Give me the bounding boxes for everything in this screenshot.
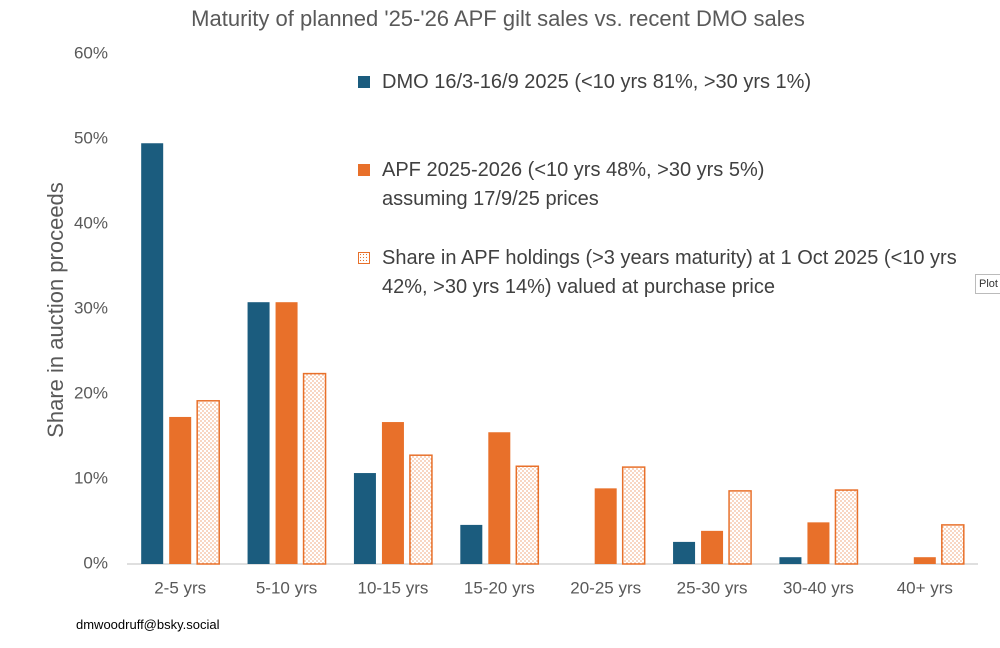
legend-entry: DMO 16/3-16/9 2025 (<10 yrs 81%, >30 yrs… <box>358 68 918 97</box>
x-tick-label: 20-25 yrs <box>570 578 641 597</box>
y-tick-label: 30% <box>74 298 108 317</box>
bar <box>169 416 192 564</box>
legend-swatch <box>358 252 370 264</box>
bar <box>247 302 270 564</box>
bar <box>779 557 802 564</box>
tooltip: Plot <box>975 274 1000 294</box>
x-tick-label: 10-15 yrs <box>358 578 429 597</box>
y-tick-label: 50% <box>74 128 108 147</box>
footer: dmwoodruff@bsky.social <box>76 617 220 632</box>
bar <box>302 372 327 565</box>
bar <box>381 422 404 564</box>
x-tick-label: 40+ yrs <box>897 578 953 597</box>
bar <box>594 488 617 564</box>
x-tick-label: 2-5 yrs <box>154 578 206 597</box>
x-tick-label: 15-20 yrs <box>464 578 535 597</box>
legend-label: DMO 16/3-16/9 2025 (<10 yrs 81%, >30 yrs… <box>382 71 812 93</box>
bar <box>941 524 965 565</box>
chart-title: Maturity of planned '25-'26 APF gilt sal… <box>191 6 805 31</box>
bar <box>515 465 540 565</box>
bar <box>275 302 298 564</box>
x-tick-label: 25-30 yrs <box>677 578 748 597</box>
legend-label: Share in APF holdings (>3 years maturity… <box>382 247 957 298</box>
y-tick-label: 60% <box>74 43 108 62</box>
legend-swatch <box>358 164 370 176</box>
y-tick-label: 10% <box>74 468 108 487</box>
bar <box>141 143 164 564</box>
bar <box>701 530 724 564</box>
bar <box>460 524 483 564</box>
bar <box>353 473 376 564</box>
y-tick-label: 40% <box>74 213 108 232</box>
y-axis-label: Share in auction proceeds <box>43 182 68 438</box>
legend-swatch <box>358 76 370 88</box>
bar <box>409 454 433 565</box>
bar <box>488 432 511 564</box>
y-tick-label: 0% <box>83 553 108 572</box>
bar <box>673 541 696 564</box>
bar <box>807 522 830 564</box>
legend-label: APF 2025-2026 (<10 yrs 48%, >30 yrs 5%) … <box>382 159 765 210</box>
legend-entry: Share in APF holdings (>3 years maturity… <box>358 244 978 302</box>
bar <box>196 400 220 565</box>
bar <box>728 490 752 565</box>
x-tick-label: 30-40 yrs <box>783 578 854 597</box>
y-tick-label: 20% <box>74 383 108 402</box>
legend-entry: APF 2025-2026 (<10 yrs 48%, >30 yrs 5%) … <box>358 156 818 214</box>
x-tick-label: 5-10 yrs <box>256 578 317 597</box>
bar <box>834 489 859 565</box>
bar <box>913 557 936 564</box>
bar <box>621 466 646 565</box>
